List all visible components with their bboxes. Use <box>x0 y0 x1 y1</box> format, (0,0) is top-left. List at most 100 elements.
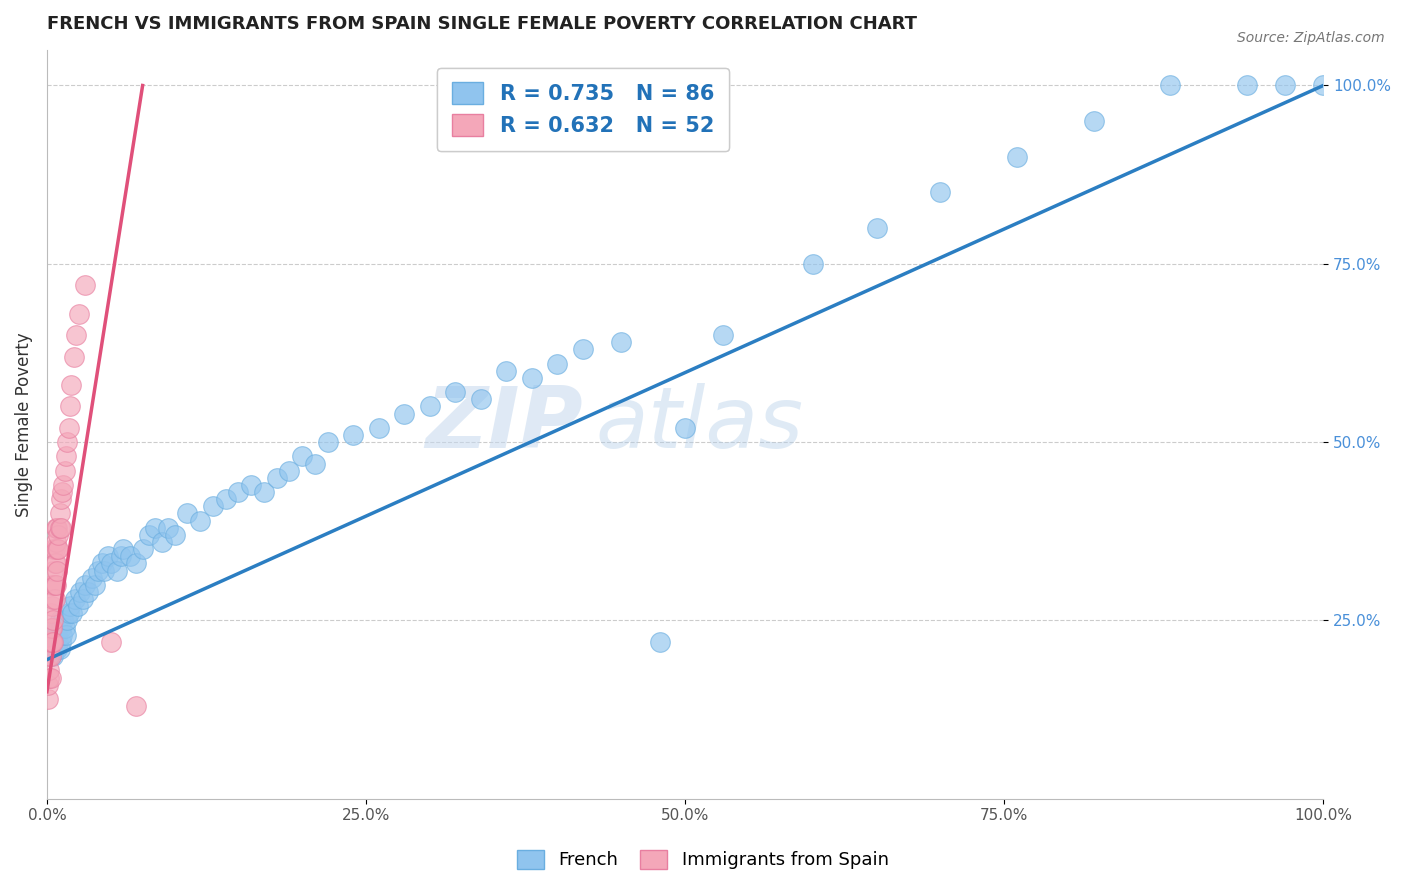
Point <box>87 564 110 578</box>
Point <box>48 642 70 657</box>
Point <box>48 542 70 557</box>
Point <box>495 364 517 378</box>
Point <box>58 421 80 435</box>
Point <box>39 621 62 635</box>
Point <box>59 599 82 614</box>
Point <box>394 407 416 421</box>
Point <box>1083 114 1105 128</box>
Point <box>56 435 79 450</box>
Point <box>44 557 66 571</box>
Point <box>48 614 70 628</box>
Text: FRENCH VS IMMIGRANTS FROM SPAIN SINGLE FEMALE POVERTY CORRELATION CHART: FRENCH VS IMMIGRANTS FROM SPAIN SINGLE F… <box>46 15 917 33</box>
Point <box>444 385 467 400</box>
Point <box>49 492 72 507</box>
Point <box>42 542 65 557</box>
Point <box>93 564 115 578</box>
Point <box>39 649 62 664</box>
Point <box>41 635 63 649</box>
Point <box>110 549 132 564</box>
Point <box>53 621 76 635</box>
Point <box>45 521 67 535</box>
Point <box>51 485 73 500</box>
Text: ZIP: ZIP <box>426 383 583 466</box>
Point <box>188 514 211 528</box>
Point <box>63 592 86 607</box>
Point <box>367 421 389 435</box>
Point <box>163 528 186 542</box>
Point <box>37 678 59 692</box>
Point <box>214 492 236 507</box>
Point <box>37 692 59 706</box>
Point <box>39 628 62 642</box>
Point <box>118 549 141 564</box>
Point <box>100 557 122 571</box>
Point <box>46 521 69 535</box>
Point <box>52 478 75 492</box>
Point <box>112 542 135 557</box>
Point <box>56 614 79 628</box>
Point <box>48 507 70 521</box>
Point <box>1159 78 1181 93</box>
Point <box>1274 78 1296 93</box>
Point <box>39 607 62 621</box>
Point <box>100 635 122 649</box>
Point <box>38 664 60 678</box>
Point <box>45 635 67 649</box>
Point <box>41 578 63 592</box>
Point <box>66 599 89 614</box>
Point <box>39 635 62 649</box>
Point <box>80 571 103 585</box>
Point <box>60 378 83 392</box>
Point <box>1005 150 1028 164</box>
Point <box>520 371 543 385</box>
Point <box>72 592 94 607</box>
Legend: R = 0.735   N = 86, R = 0.632   N = 52: R = 0.735 N = 86, R = 0.632 N = 52 <box>437 68 728 151</box>
Point <box>97 549 120 564</box>
Point <box>84 578 107 592</box>
Point <box>610 335 633 350</box>
Point <box>49 635 72 649</box>
Point <box>75 578 97 592</box>
Point <box>44 542 66 557</box>
Point <box>46 642 69 657</box>
Point <box>131 542 153 557</box>
Point <box>67 307 90 321</box>
Point <box>278 464 301 478</box>
Point <box>42 578 65 592</box>
Point <box>266 471 288 485</box>
Point <box>69 585 91 599</box>
Point <box>46 564 69 578</box>
Point <box>253 485 276 500</box>
Point <box>55 450 77 464</box>
Point <box>48 528 70 542</box>
Point <box>55 628 77 642</box>
Point <box>138 528 160 542</box>
Point <box>46 628 69 642</box>
Point <box>572 343 595 357</box>
Point <box>76 585 98 599</box>
Point <box>45 578 67 592</box>
Point <box>125 557 148 571</box>
Point <box>470 392 492 407</box>
Point <box>45 621 67 635</box>
Point <box>42 592 65 607</box>
Point <box>176 507 198 521</box>
Point <box>801 257 824 271</box>
Point <box>546 357 568 371</box>
Point <box>316 435 339 450</box>
Point <box>240 478 263 492</box>
Point <box>157 521 180 535</box>
Point <box>150 535 173 549</box>
Point <box>145 521 167 535</box>
Point <box>41 621 63 635</box>
Point <box>62 350 84 364</box>
Point <box>49 521 72 535</box>
Point <box>291 450 314 464</box>
Point <box>865 221 887 235</box>
Point <box>41 642 63 657</box>
Point <box>49 621 72 635</box>
Point <box>201 500 224 514</box>
Point <box>59 400 82 414</box>
Point <box>42 635 65 649</box>
Point <box>90 557 112 571</box>
